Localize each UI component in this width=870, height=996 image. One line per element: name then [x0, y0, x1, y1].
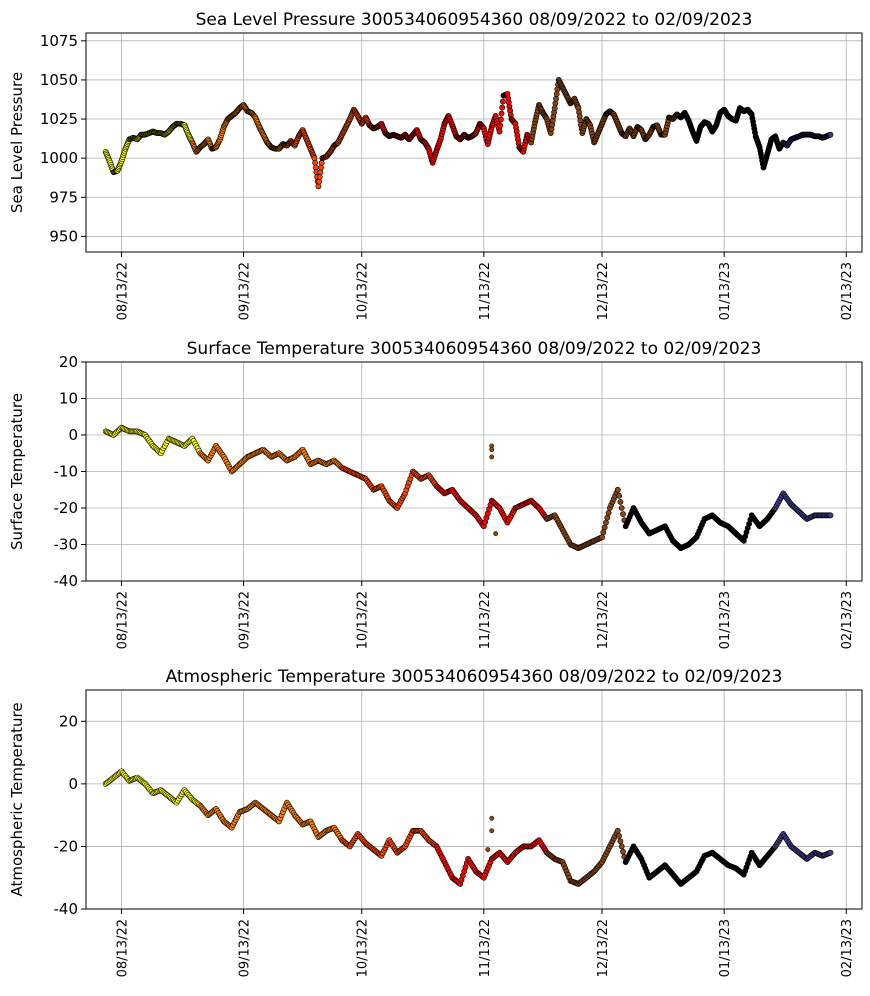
x-tick-label: 09/13/22 [238, 591, 253, 649]
data-point [827, 512, 834, 519]
y-axis-label: Surface Temperature [8, 393, 26, 550]
y-tick-label: 0 [68, 426, 78, 444]
data-point [318, 164, 324, 171]
y-tick-label: -20 [54, 499, 79, 517]
data-point [618, 505, 625, 511]
chart-panel-3: Atmospheric Temperature 300534060954360 … [8, 667, 863, 977]
data-point [618, 843, 625, 850]
data-point [498, 116, 504, 123]
data-point [496, 128, 503, 135]
data-point [311, 155, 318, 162]
data-point [616, 492, 622, 499]
y-tick-label: 1050 [40, 71, 78, 89]
y-tick-label: -40 [54, 900, 79, 918]
x-tick-label: 10/13/22 [356, 262, 371, 320]
y-tick-label: 10 [59, 390, 78, 408]
data-point [497, 122, 504, 129]
y-tick-label: 975 [49, 188, 78, 206]
x-tick-label: 08/13/22 [115, 919, 130, 977]
y-tick-label: 1025 [40, 110, 78, 128]
data-point [317, 169, 324, 176]
x-tick-label: 02/13/23 [840, 919, 855, 977]
y-tick-label: -10 [54, 463, 79, 481]
outlier-point [489, 447, 495, 453]
y-tick-label: -30 [54, 536, 79, 554]
outlier-point [493, 531, 499, 536]
y-tick-label: -20 [54, 837, 79, 855]
data-point [599, 534, 605, 541]
x-tick-label: 01/13/23 [718, 919, 733, 977]
data-series [102, 424, 834, 552]
x-tick-label: 09/13/22 [238, 919, 253, 977]
outlier-point [489, 815, 495, 821]
y-axis-label: Sea Level Pressure [8, 72, 26, 213]
x-tick-label: 10/13/22 [356, 591, 371, 649]
data-point [554, 86, 561, 93]
chart-title: Surface Temperature 300534060954360 08/0… [187, 339, 762, 359]
data-point [498, 110, 505, 117]
y-tick-label: 1075 [40, 32, 78, 50]
data-point [620, 848, 626, 855]
data-point [614, 827, 621, 834]
x-tick-label: 02/13/23 [840, 591, 855, 649]
x-tick-label: 01/13/23 [718, 262, 733, 320]
data-point [499, 98, 506, 105]
data-series [102, 77, 834, 190]
outlier-point [485, 847, 491, 853]
data-point [552, 100, 559, 107]
axes-frame [85, 32, 863, 253]
x-tick-label: 01/13/23 [718, 591, 733, 649]
data-point [553, 91, 560, 97]
y-tick-label: 0 [68, 775, 78, 793]
data-point [620, 511, 626, 517]
outlier-point [489, 454, 495, 460]
y-tick-label: 20 [59, 712, 78, 730]
data-point [616, 833, 622, 839]
data-point [617, 499, 624, 505]
y-tick-label: 950 [49, 227, 78, 245]
x-tick-label: 02/13/23 [840, 262, 855, 320]
data-point [604, 514, 611, 521]
data-point [614, 486, 621, 493]
data-point [499, 104, 506, 111]
x-tick-label: 12/13/22 [596, 919, 611, 977]
outlier-point [489, 828, 495, 834]
data-point [551, 105, 558, 111]
x-tick-label: 08/13/22 [115, 262, 130, 320]
data-point [601, 524, 608, 531]
y-tick-label: 20 [59, 353, 78, 371]
x-tick-label: 08/13/22 [115, 591, 130, 649]
chart-title: Sea Level Pressure 300534060954360 08/09… [196, 10, 753, 30]
data-series [102, 768, 834, 887]
data-point [827, 849, 834, 856]
chart-panel-1: Sea Level Pressure 300534060954360 08/09… [8, 10, 863, 320]
chart-title: Atmospheric Temperature 300534060954360 … [166, 667, 783, 687]
data-point [312, 164, 319, 171]
y-tick-label: -40 [54, 572, 79, 590]
x-tick-label: 10/13/22 [356, 919, 371, 977]
x-tick-label: 12/13/22 [596, 262, 611, 320]
data-point [600, 529, 607, 536]
x-tick-label: 11/13/22 [478, 591, 493, 649]
x-tick-label: 11/13/22 [478, 262, 493, 320]
data-point [318, 159, 325, 166]
x-tick-label: 12/13/22 [596, 591, 611, 649]
data-point [316, 174, 323, 180]
data-point [312, 159, 319, 166]
x-tick-label: 09/13/22 [238, 262, 253, 320]
data-point [553, 95, 559, 102]
data-point [827, 131, 834, 138]
axes-frame [85, 689, 863, 910]
y-axis-label: Atmospheric Temperature [8, 702, 26, 896]
data-point [605, 509, 612, 516]
data-point [315, 183, 322, 190]
chart-panel-2: Surface Temperature 300534060954360 08/0… [8, 339, 863, 649]
y-tick-label: 1000 [40, 149, 78, 167]
data-point [316, 178, 322, 185]
x-tick-label: 11/13/22 [478, 919, 493, 977]
data-point [603, 519, 609, 526]
data-point [617, 838, 624, 845]
